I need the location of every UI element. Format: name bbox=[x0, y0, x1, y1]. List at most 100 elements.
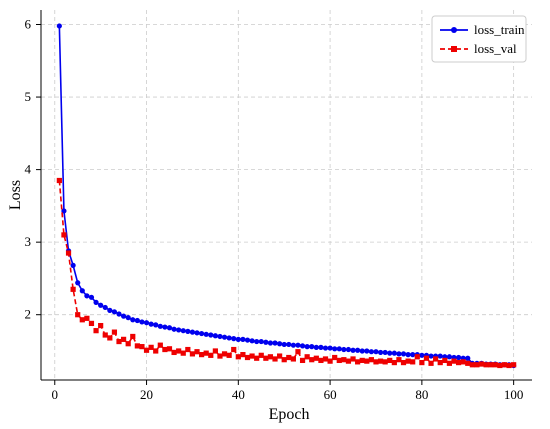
data-point bbox=[290, 356, 296, 362]
data-point bbox=[455, 359, 462, 366]
data-point bbox=[221, 334, 228, 340]
data-point bbox=[120, 313, 127, 319]
data-point bbox=[120, 336, 127, 342]
x-tick-label: 0 bbox=[52, 387, 59, 402]
data-point bbox=[277, 353, 283, 359]
data-point bbox=[391, 359, 397, 366]
data-point bbox=[98, 322, 104, 329]
plot-area bbox=[56, 23, 517, 369]
data-point bbox=[497, 362, 503, 369]
data-point bbox=[410, 352, 416, 358]
data-point bbox=[111, 329, 118, 335]
data-point bbox=[451, 358, 457, 364]
y-tick-label: 5 bbox=[25, 89, 32, 104]
data-point bbox=[428, 360, 434, 366]
data-point bbox=[102, 332, 108, 338]
data-point bbox=[93, 299, 99, 305]
data-point bbox=[318, 357, 324, 364]
data-point bbox=[107, 335, 113, 341]
data-point bbox=[286, 354, 292, 361]
data-point bbox=[446, 360, 453, 366]
data-point bbox=[88, 294, 95, 300]
data-point bbox=[148, 344, 154, 350]
y-tick-label: 3 bbox=[25, 234, 32, 249]
data-point bbox=[359, 357, 365, 364]
legend-train-label: loss_train bbox=[474, 22, 525, 37]
data-point bbox=[304, 354, 310, 360]
data-point bbox=[355, 359, 361, 365]
data-point bbox=[506, 362, 512, 369]
data-point bbox=[79, 317, 85, 323]
data-point bbox=[281, 341, 287, 348]
data-point bbox=[313, 355, 319, 361]
data-point bbox=[332, 354, 338, 361]
series-loss-train bbox=[56, 23, 517, 369]
data-point bbox=[263, 339, 269, 345]
data-point bbox=[460, 359, 466, 365]
data-point bbox=[345, 346, 352, 353]
data-point bbox=[433, 356, 439, 362]
data-point bbox=[437, 353, 443, 359]
data-point bbox=[125, 341, 131, 347]
data-point bbox=[350, 347, 356, 353]
data-point bbox=[166, 346, 173, 352]
data-point bbox=[157, 323, 163, 329]
legend-val-marker bbox=[451, 46, 457, 52]
data-point bbox=[423, 355, 430, 361]
data-point bbox=[217, 333, 223, 340]
data-point bbox=[226, 352, 232, 358]
data-point bbox=[272, 340, 278, 346]
data-point bbox=[65, 250, 72, 256]
data-point bbox=[382, 349, 388, 356]
data-point bbox=[125, 315, 131, 321]
data-point bbox=[254, 355, 260, 361]
data-point bbox=[176, 327, 182, 333]
data-point bbox=[469, 362, 475, 368]
data-point bbox=[446, 354, 453, 360]
axes bbox=[40, 10, 532, 381]
data-point bbox=[267, 354, 274, 360]
data-point bbox=[281, 357, 287, 363]
data-point bbox=[350, 356, 356, 362]
data-point bbox=[322, 345, 329, 351]
data-point bbox=[162, 346, 168, 353]
data-point bbox=[199, 352, 205, 358]
data-point bbox=[391, 350, 397, 356]
data-point bbox=[368, 357, 374, 363]
data-point bbox=[263, 355, 269, 361]
data-point bbox=[295, 342, 301, 348]
data-point bbox=[304, 344, 310, 350]
data-point bbox=[405, 358, 411, 364]
data-point bbox=[400, 351, 407, 357]
data-point bbox=[483, 362, 489, 368]
data-point bbox=[272, 356, 278, 362]
series-loss-val bbox=[56, 177, 517, 369]
data-point bbox=[226, 335, 232, 341]
data-point bbox=[405, 352, 411, 358]
data-point bbox=[318, 344, 324, 350]
data-point bbox=[341, 357, 347, 363]
data-point bbox=[258, 338, 264, 345]
data-point bbox=[88, 320, 95, 327]
data-point bbox=[267, 340, 274, 346]
data-point bbox=[387, 357, 393, 364]
data-point bbox=[153, 348, 159, 354]
data-point bbox=[488, 362, 494, 368]
data-point bbox=[116, 311, 122, 317]
data-point bbox=[249, 353, 255, 359]
data-point bbox=[373, 349, 379, 355]
data-point bbox=[166, 325, 173, 331]
y-tick-label: 6 bbox=[25, 17, 32, 32]
data-point bbox=[61, 208, 67, 214]
data-point bbox=[189, 329, 196, 335]
data-point bbox=[299, 357, 306, 364]
data-point bbox=[162, 324, 168, 330]
data-point bbox=[102, 304, 108, 311]
data-point bbox=[139, 344, 145, 350]
data-point bbox=[134, 317, 140, 324]
data-point bbox=[373, 359, 379, 365]
data-point bbox=[364, 358, 370, 364]
data-point bbox=[336, 346, 342, 352]
x-tick-label: 60 bbox=[324, 387, 337, 402]
data-point bbox=[442, 357, 448, 364]
